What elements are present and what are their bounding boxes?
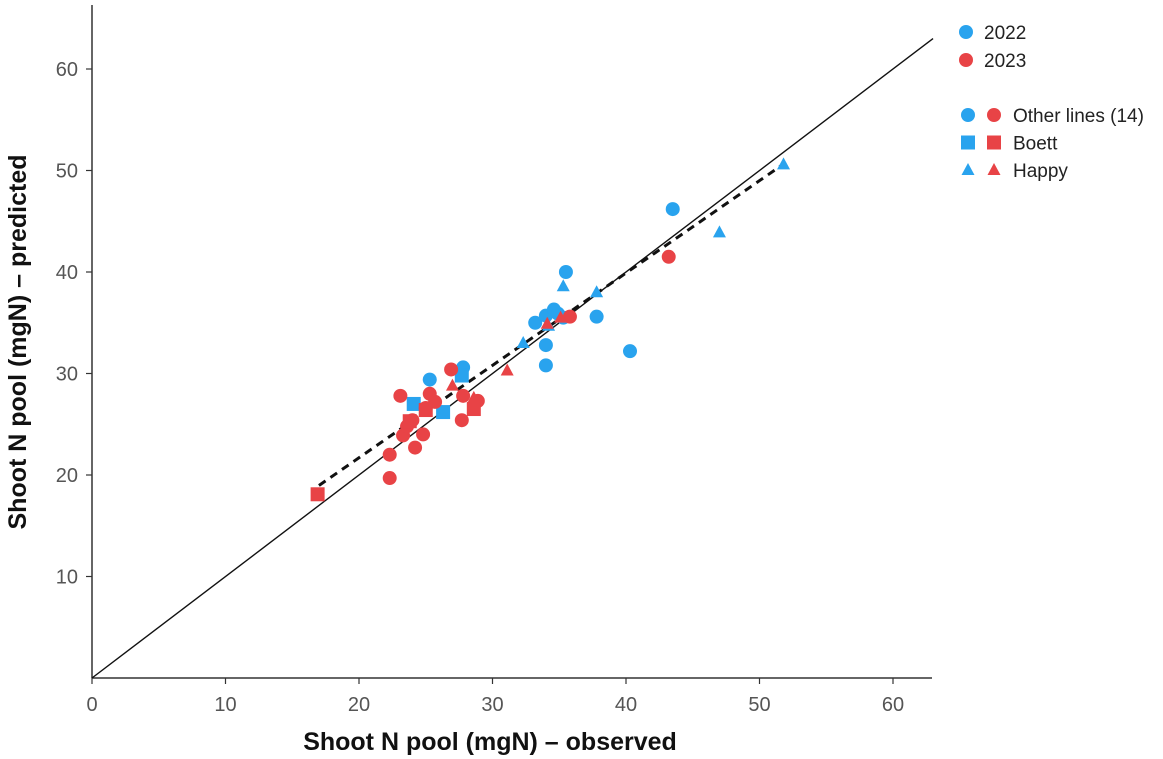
x-tick-label: 60 (882, 694, 904, 716)
data-point-2023-circle (661, 249, 676, 264)
data-point-2022-circle (665, 202, 680, 217)
y-tick-label: 20 (56, 465, 78, 487)
legend-label-marker: Happy (1013, 161, 1068, 182)
reference-lines (91, 37, 934, 679)
y-tick-label: 10 (56, 567, 78, 589)
y-tick-label: 50 (56, 161, 78, 183)
y-tick-label: 60 (56, 59, 78, 81)
legend-swatch-triangle-2022 (961, 163, 975, 175)
legend: 2022 2023 Other lines (14) Boett Happy (959, 23, 1144, 182)
y-tick-label: 40 (56, 262, 78, 284)
data-point-2023-circle (382, 447, 397, 462)
data-point-2023-circle (562, 309, 577, 324)
legend-swatch-circle-2022 (961, 108, 975, 122)
x-tick-label: 30 (481, 694, 503, 716)
data-point-2023-triangle (445, 378, 459, 391)
data-point-2023-square (418, 403, 433, 418)
data-point-2022-circle (558, 265, 573, 279)
data-point-2022-triangle (777, 157, 791, 170)
data-point-2022-circle (528, 315, 543, 330)
data-point-2022-circle (422, 372, 437, 387)
data-point-2023-square (402, 414, 417, 429)
legend-label-marker: Boett (1013, 134, 1058, 155)
y-axis-title: Shoot N pool (mgN) – predicted (4, 155, 32, 530)
data-point-2023-triangle (554, 310, 568, 323)
x-tick-label: 20 (348, 694, 370, 716)
data-point-2023-circle (456, 388, 471, 403)
x-tick-label: 10 (214, 694, 236, 716)
data-point-2023-circle (444, 362, 459, 377)
x-axis-ticks: 0 10 20 30 40 50 60 (86, 678, 904, 716)
data-point-2022-triangle (590, 285, 604, 298)
data-point-2023-circle (416, 427, 431, 442)
x-tick-label: 40 (615, 694, 637, 716)
data-point-2023-triangle (540, 316, 554, 329)
data-point-2023-triangle (500, 363, 514, 376)
legend-label-year: 2023 (984, 51, 1026, 72)
data-point-2022-triangle (516, 336, 530, 349)
x-tick-label: 0 (86, 694, 97, 716)
x-tick-label: 50 (748, 694, 770, 716)
data-point-2023-circle (393, 388, 408, 403)
data-point-2023-circle (408, 440, 423, 455)
legend-swatch-square-2023 (987, 135, 1001, 150)
data-point-2022-square (454, 368, 469, 383)
legend-swatch-square-2022 (961, 135, 975, 150)
y-tick-label: 30 (56, 364, 78, 386)
data-points (310, 157, 791, 502)
data-point-2022-circle (538, 338, 553, 353)
data-point-2022-triangle (712, 225, 726, 238)
x-axis-title: Shoot N pool (mgN) – observed (303, 728, 677, 756)
data-point-2023-triangle (467, 390, 481, 403)
data-point-2022-circle (589, 309, 604, 324)
legend-swatch-triangle-2023 (987, 163, 1001, 175)
data-point-2022-triangle (556, 279, 570, 292)
data-point-2022-circle (538, 358, 553, 373)
data-point-2022-square (436, 405, 451, 420)
legend-label-year: 2022 (984, 23, 1026, 44)
y-axis-ticks: 10 20 30 40 50 60 (56, 59, 92, 589)
legend-label-marker: Other lines (14) (1013, 106, 1144, 127)
legend-swatch-2022 (959, 25, 973, 39)
legend-swatch-2023 (959, 53, 973, 67)
data-point-2022-square (406, 396, 421, 411)
data-point-2023-circle (454, 413, 469, 428)
data-point-2023-square (310, 487, 325, 502)
data-point-2023-square (466, 402, 481, 417)
data-point-2023-circle (382, 471, 397, 486)
data-point-2022-circle (623, 344, 638, 359)
legend-swatch-circle-2023 (987, 108, 1001, 122)
one-to-one-line (91, 37, 934, 679)
